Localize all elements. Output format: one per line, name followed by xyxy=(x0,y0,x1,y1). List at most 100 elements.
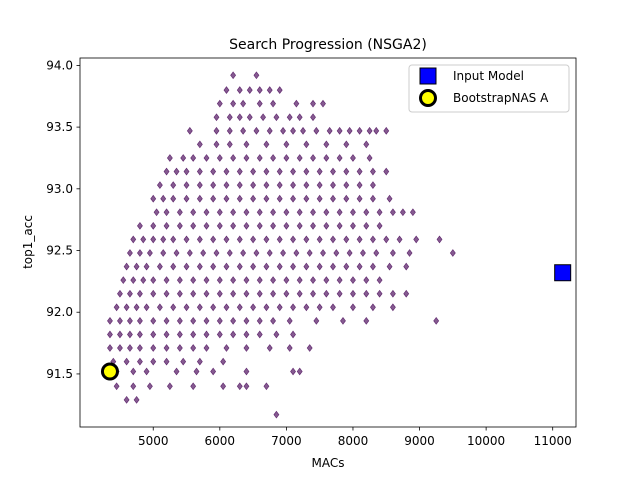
search-point xyxy=(256,289,263,298)
search-point xyxy=(107,316,113,325)
search-point xyxy=(403,262,410,271)
search-point xyxy=(303,167,310,176)
search-point xyxy=(160,249,167,257)
search-point xyxy=(223,262,230,271)
search-point xyxy=(210,303,217,312)
search-point xyxy=(236,113,243,122)
search-point xyxy=(340,316,346,325)
search-point xyxy=(343,140,350,149)
search-point xyxy=(383,167,390,176)
search-point xyxy=(186,126,193,135)
search-point xyxy=(303,181,310,190)
search-point xyxy=(127,249,133,257)
y-tick-label: 93.5 xyxy=(46,120,73,134)
legend-box xyxy=(408,64,570,113)
search-point xyxy=(256,276,263,285)
search-point xyxy=(133,395,140,404)
search-point xyxy=(370,235,376,244)
search-point xyxy=(190,382,197,391)
search-point xyxy=(246,113,253,122)
search-point xyxy=(170,235,177,244)
search-point xyxy=(323,289,330,298)
search-point xyxy=(376,276,383,285)
search-point xyxy=(216,276,223,285)
search-point xyxy=(113,382,120,391)
search-point xyxy=(226,126,233,135)
search-point xyxy=(230,276,237,285)
search-point xyxy=(389,249,396,257)
search-point xyxy=(143,303,150,312)
search-point xyxy=(256,208,263,217)
search-point xyxy=(240,99,247,108)
search-point xyxy=(276,194,283,203)
search-point xyxy=(306,249,313,257)
search-point xyxy=(150,276,157,285)
search-point xyxy=(290,194,296,203)
search-point xyxy=(183,194,190,203)
search-point xyxy=(156,262,163,271)
search-point xyxy=(280,249,286,257)
search-point xyxy=(133,303,140,312)
search-point xyxy=(436,235,443,244)
search-point xyxy=(296,221,303,230)
search-point xyxy=(263,262,270,271)
search-point xyxy=(356,167,363,176)
search-point xyxy=(210,367,217,376)
search-point xyxy=(150,357,157,366)
search-point xyxy=(270,276,276,285)
search-point xyxy=(173,249,180,257)
search-point xyxy=(343,167,350,176)
search-point xyxy=(163,208,170,217)
search-point xyxy=(303,194,310,203)
search-point xyxy=(336,276,343,285)
search-point xyxy=(203,221,210,230)
search-point xyxy=(236,303,243,312)
search-point xyxy=(256,221,263,230)
search-point xyxy=(117,316,123,325)
search-point xyxy=(243,367,250,376)
search-point xyxy=(163,276,170,285)
search-point xyxy=(386,194,393,203)
search-point xyxy=(270,316,276,325)
search-point xyxy=(190,221,197,230)
y-tick-label: 91.5 xyxy=(46,367,73,381)
search-point xyxy=(296,113,303,122)
search-point xyxy=(130,382,137,391)
search-point xyxy=(127,289,133,298)
search-point xyxy=(163,167,170,176)
search-point xyxy=(290,181,296,190)
search-point xyxy=(323,276,330,285)
search-point xyxy=(250,167,257,176)
search-point xyxy=(236,235,243,244)
search-point xyxy=(216,154,223,162)
search-point xyxy=(117,344,123,352)
search-point xyxy=(270,208,276,217)
search-point xyxy=(266,249,273,257)
legend-bootstrapnas-label: BootstrapNAS A xyxy=(453,91,549,105)
search-point xyxy=(223,235,230,244)
search-point xyxy=(310,289,316,298)
search-point xyxy=(316,167,323,176)
search-point xyxy=(226,249,233,257)
search-point xyxy=(316,262,323,271)
search-point xyxy=(250,181,257,190)
search-point xyxy=(117,289,123,298)
search-point xyxy=(196,357,203,366)
search-point xyxy=(230,289,237,298)
search-point xyxy=(196,262,203,271)
search-point xyxy=(253,249,260,257)
search-point xyxy=(236,194,243,203)
search-point xyxy=(183,262,190,271)
search-point xyxy=(316,235,323,244)
search-point xyxy=(316,303,323,312)
search-point xyxy=(310,113,316,122)
search-point xyxy=(203,154,210,162)
search-point xyxy=(406,249,413,257)
search-point xyxy=(127,316,133,325)
search-point xyxy=(130,367,137,376)
search-point xyxy=(176,208,183,217)
search-point xyxy=(170,262,177,271)
search-point xyxy=(330,194,336,203)
search-point xyxy=(183,235,190,244)
search-point xyxy=(180,357,187,366)
